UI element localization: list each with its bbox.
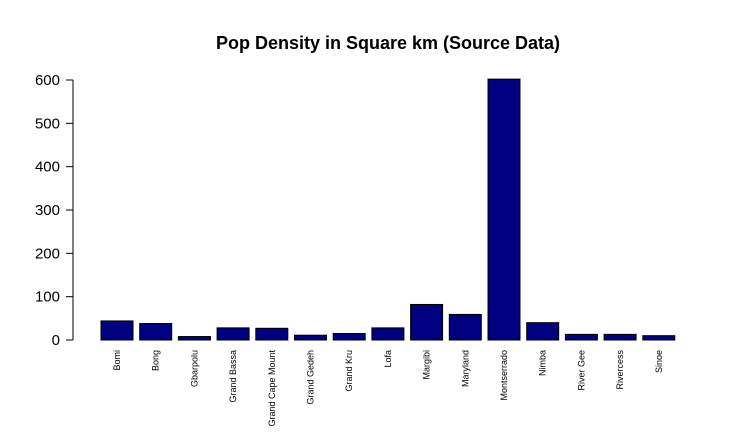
bar <box>332 333 366 341</box>
x-tick-label: River Gee <box>576 350 586 391</box>
x-tick-label: Grand Kru <box>344 350 354 392</box>
bar <box>564 333 598 341</box>
bar <box>526 322 560 341</box>
y-tick-label: 500 <box>35 115 60 132</box>
bar <box>448 313 482 341</box>
y-tick-label: 100 <box>35 289 60 306</box>
x-tick-label: Montserrado <box>499 350 509 401</box>
x-axis-labels: Bomi Bong Gbarpolu Grand Bassa Grand Cape Mo… <box>112 350 664 427</box>
y-tick-label: 0 <box>52 332 60 349</box>
y-tick-label: 400 <box>35 159 60 176</box>
bar <box>216 327 250 341</box>
x-tick-label: Grand Cape Mount <box>267 350 277 427</box>
y-axis: 0 100 200 300 400 500 600 <box>35 72 74 349</box>
y-tick-label: 600 <box>35 72 60 89</box>
x-tick-label: Lofa <box>383 350 393 368</box>
chart-title: Pop Density in Square km (Source Data) <box>216 33 560 53</box>
bars-group <box>100 78 676 341</box>
x-tick-label: Rivercess <box>615 350 625 390</box>
x-tick-label: Gbarpolu <box>189 350 199 387</box>
bar <box>603 333 637 341</box>
y-tick-label: 300 <box>35 202 60 219</box>
bar <box>487 78 521 341</box>
x-tick-label: Bomi <box>112 350 122 371</box>
bar <box>139 323 173 341</box>
x-tick-label: Maryland <box>460 350 470 387</box>
bar <box>100 320 134 341</box>
bar <box>294 334 327 341</box>
bar <box>371 327 405 341</box>
bar <box>642 335 676 341</box>
x-tick-label: Margibi <box>422 350 432 380</box>
x-tick-label: Nimba <box>538 350 548 376</box>
bar <box>410 303 444 341</box>
bar <box>255 327 289 341</box>
x-tick-label: Bong <box>151 350 161 371</box>
x-tick-label: Grand Gedeh <box>306 350 316 405</box>
x-tick-label: Sinoe <box>654 350 664 373</box>
bar <box>177 336 211 341</box>
x-tick-label: Grand Bassa <box>228 350 238 403</box>
y-tick-label: 200 <box>35 245 60 262</box>
